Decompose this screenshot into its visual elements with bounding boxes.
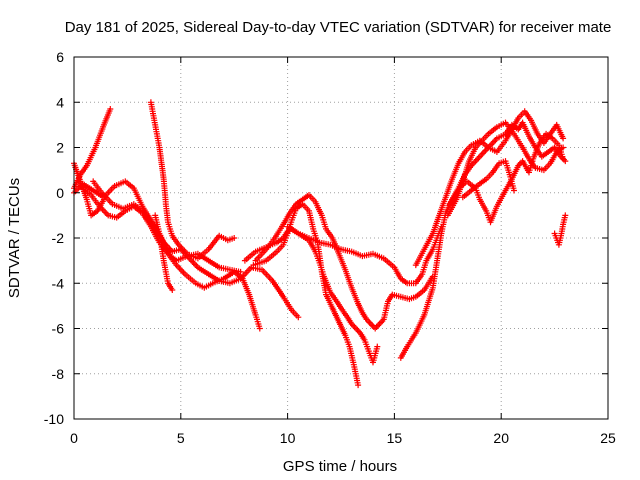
- data-point-markers: [71, 99, 569, 389]
- x-tick-label: 0: [70, 430, 78, 446]
- x-tick-label: 10: [280, 430, 296, 446]
- y-tick-label: -8: [52, 366, 65, 382]
- x-tick-label: 20: [493, 430, 509, 446]
- x-tick-label: 5: [177, 430, 185, 446]
- data-marks: [71, 99, 569, 389]
- chart-title: Day 181 of 2025, Sidereal Day-to-day VTE…: [65, 19, 612, 36]
- y-tick-label: 4: [56, 94, 64, 110]
- y-tick-label: -10: [44, 411, 64, 427]
- y-axis-label: SDTVAR / TECUs: [6, 178, 23, 298]
- x-tick-label: 15: [387, 430, 403, 446]
- y-tick-labels: -10 -8 -6 -4 -2 0 2 4 6: [44, 49, 64, 427]
- x-tick-labels: 0 5 10 15 20 25: [70, 430, 616, 446]
- y-tick-label: 6: [56, 49, 64, 65]
- y-tick-label: -4: [52, 275, 65, 291]
- x-axis-label: GPS time / hours: [283, 458, 397, 475]
- y-tick-label: 0: [56, 185, 64, 201]
- y-tick-label: 2: [56, 140, 64, 156]
- y-tick-label: -2: [52, 230, 65, 246]
- x-tick-label: 25: [600, 430, 616, 446]
- axis-ticks: [73, 56, 609, 420]
- y-tick-label: -6: [52, 321, 65, 337]
